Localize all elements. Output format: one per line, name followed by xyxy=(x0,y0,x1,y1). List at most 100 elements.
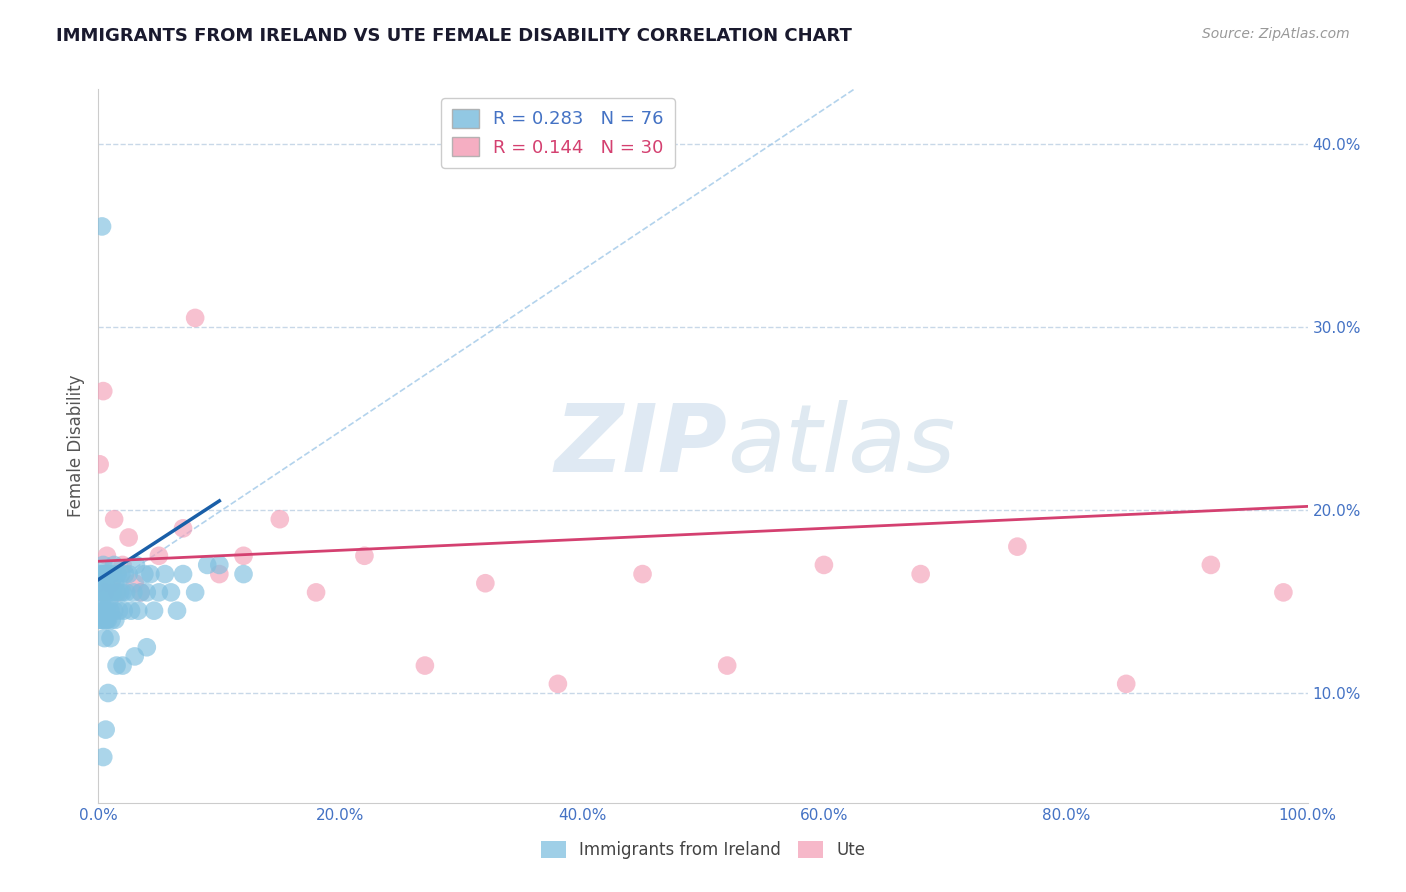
Point xyxy=(91,585,114,599)
Point xyxy=(153,567,176,582)
Point xyxy=(129,585,152,599)
Point xyxy=(120,604,142,618)
Point xyxy=(100,631,122,645)
Point xyxy=(114,567,136,582)
Point xyxy=(107,567,129,582)
Point xyxy=(112,604,135,618)
Point xyxy=(94,723,117,737)
Point xyxy=(91,613,114,627)
Point xyxy=(100,604,122,618)
Point xyxy=(232,567,254,582)
Point xyxy=(269,512,291,526)
Point xyxy=(103,604,125,618)
Point xyxy=(100,576,122,591)
Point xyxy=(94,576,117,591)
Point xyxy=(474,576,496,591)
Point xyxy=(110,567,132,582)
Point xyxy=(716,658,738,673)
Point xyxy=(108,585,131,599)
Point xyxy=(101,585,124,599)
Point xyxy=(305,585,328,599)
Point xyxy=(208,567,231,582)
Point xyxy=(94,613,117,627)
Point xyxy=(108,604,131,618)
Point xyxy=(910,567,932,582)
Point xyxy=(104,576,127,591)
Point xyxy=(90,567,112,582)
Point xyxy=(96,604,118,618)
Legend: Immigrants from Ireland, Ute: Immigrants from Ireland, Ute xyxy=(534,834,872,866)
Point xyxy=(91,219,114,234)
Point xyxy=(1199,558,1222,572)
Point xyxy=(111,658,134,673)
Point xyxy=(89,458,111,472)
Point xyxy=(127,604,149,618)
Point xyxy=(135,585,157,599)
Point xyxy=(101,567,124,582)
Point xyxy=(353,549,375,563)
Point xyxy=(97,585,120,599)
Point xyxy=(208,558,231,572)
Point xyxy=(124,576,146,591)
Point xyxy=(93,631,115,645)
Point xyxy=(89,585,111,599)
Point xyxy=(100,613,122,627)
Point xyxy=(93,567,115,582)
Point xyxy=(94,585,117,599)
Point xyxy=(134,567,156,582)
Point xyxy=(166,604,188,618)
Point xyxy=(122,585,145,599)
Point xyxy=(96,613,118,627)
Point xyxy=(631,567,654,582)
Point xyxy=(104,613,127,627)
Point xyxy=(118,567,141,582)
Point xyxy=(1115,677,1137,691)
Text: atlas: atlas xyxy=(727,401,956,491)
Point xyxy=(97,686,120,700)
Point xyxy=(184,585,207,599)
Point xyxy=(148,549,170,563)
Point xyxy=(93,604,115,618)
Point xyxy=(98,594,121,608)
Point xyxy=(129,585,152,599)
Point xyxy=(97,567,120,582)
Text: Source: ZipAtlas.com: Source: ZipAtlas.com xyxy=(1202,27,1350,41)
Point xyxy=(1007,540,1029,554)
Point xyxy=(172,521,194,535)
Point xyxy=(1272,585,1295,599)
Point xyxy=(413,658,436,673)
Point xyxy=(91,576,114,591)
Point xyxy=(98,567,121,582)
Point xyxy=(96,549,118,563)
Point xyxy=(91,558,114,572)
Point xyxy=(93,585,115,599)
Point xyxy=(160,585,183,599)
Point xyxy=(105,585,128,599)
Point xyxy=(172,567,194,582)
Text: ZIP: ZIP xyxy=(554,400,727,492)
Point xyxy=(91,384,114,398)
Point xyxy=(124,649,146,664)
Point xyxy=(115,585,138,599)
Point xyxy=(90,585,112,599)
Point xyxy=(148,585,170,599)
Point xyxy=(105,658,128,673)
Point xyxy=(118,531,141,545)
Point xyxy=(135,640,157,655)
Point xyxy=(103,558,125,572)
Point xyxy=(97,613,120,627)
Point xyxy=(91,750,114,764)
Point xyxy=(96,567,118,582)
Point xyxy=(91,604,114,618)
Point xyxy=(232,549,254,563)
Point xyxy=(91,594,114,608)
Point xyxy=(89,613,111,627)
Point xyxy=(100,585,122,599)
Point xyxy=(111,585,134,599)
Point xyxy=(125,558,148,572)
Text: IMMIGRANTS FROM IRELAND VS UTE FEMALE DISABILITY CORRELATION CHART: IMMIGRANTS FROM IRELAND VS UTE FEMALE DI… xyxy=(56,27,852,45)
Point xyxy=(90,613,112,627)
Point xyxy=(107,585,129,599)
Y-axis label: Female Disability: Female Disability xyxy=(66,375,84,517)
Point xyxy=(184,310,207,325)
